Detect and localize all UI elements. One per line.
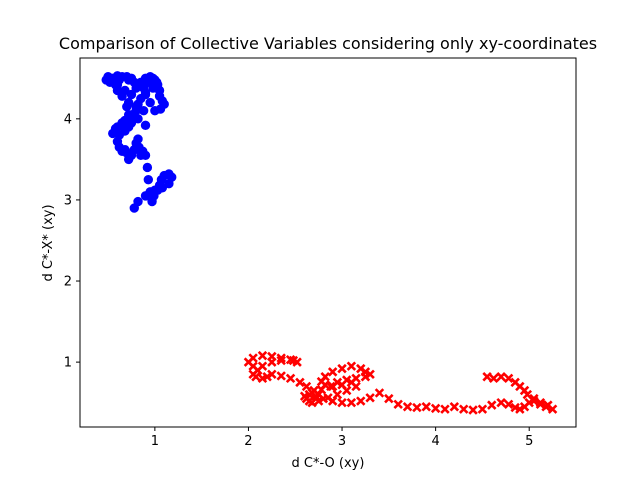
- data-point: [356, 396, 366, 406]
- x-axis: 1 2 3 4 5: [151, 427, 533, 449]
- data-point: [449, 402, 460, 412]
- data-point: [267, 357, 277, 367]
- data-point: [311, 391, 321, 401]
- y-axis: 1 2 3 4: [64, 112, 80, 371]
- y-tick-label: 2: [64, 275, 72, 290]
- data-point: [327, 367, 338, 377]
- data-point: [487, 400, 497, 410]
- data-point: [535, 397, 546, 408]
- data-point: [327, 396, 338, 406]
- data-point: [313, 396, 324, 406]
- data-point: [412, 402, 422, 413]
- data-point: [276, 353, 286, 363]
- y-tick-label: 1: [64, 356, 72, 371]
- data-point: [337, 363, 347, 374]
- data-point: [276, 355, 286, 366]
- data-point: [430, 403, 441, 414]
- x-tick-label: 4: [431, 434, 439, 449]
- data-point: [503, 373, 514, 384]
- data-point: [346, 361, 357, 371]
- data-point: [292, 357, 302, 367]
- data-point: [346, 397, 357, 408]
- data-point: [496, 371, 506, 382]
- data-point: [515, 404, 525, 414]
- data-point: [488, 373, 499, 384]
- chart-title: Comparison of Collective Variables consi…: [59, 34, 597, 53]
- x-tick-label: 5: [525, 434, 533, 449]
- data-point: [295, 377, 305, 388]
- x-tick-label: 3: [338, 434, 346, 449]
- data-point: [496, 397, 506, 408]
- data-point: [112, 80, 123, 90]
- data-point: [543, 400, 553, 410]
- plot-frame: [79, 57, 577, 428]
- data-point: [145, 97, 155, 108]
- data-point: [374, 388, 385, 398]
- data-point: [356, 363, 366, 374]
- data-point: [285, 354, 296, 365]
- x-axis-label: d C*-O (xy): [292, 456, 365, 471]
- data-point: [341, 385, 352, 396]
- y-tick-label: 3: [64, 193, 72, 208]
- data-point: [304, 389, 315, 400]
- data-point: [477, 404, 488, 414]
- data-point: [529, 396, 539, 406]
- data-point: [123, 110, 134, 120]
- data-point: [529, 393, 539, 404]
- data-point: [257, 350, 268, 361]
- data-point: [148, 83, 158, 93]
- data-point: [285, 373, 296, 384]
- data-point: [147, 196, 157, 207]
- data-point: [327, 381, 338, 392]
- x-tick-label: 1: [151, 434, 159, 449]
- data-point: [468, 405, 478, 415]
- data-point: [133, 196, 143, 207]
- data-point: [150, 106, 160, 116]
- x-tick-label: 2: [244, 434, 252, 449]
- data-point: [145, 187, 155, 197]
- data-point: [320, 380, 330, 390]
- data-point: [142, 162, 153, 173]
- data-point: [126, 118, 137, 128]
- data-point: [365, 393, 375, 403]
- y-axis-label: d C*-X* (xy): [41, 204, 56, 281]
- data-point: [122, 101, 132, 112]
- data-point: [393, 399, 403, 410]
- data-point: [365, 369, 375, 380]
- data-point: [126, 89, 137, 100]
- data-point: [112, 122, 123, 132]
- series-0: [101, 71, 177, 213]
- plot-area: [101, 71, 558, 415]
- data-point: [262, 371, 272, 382]
- data-point: [510, 377, 520, 388]
- data-point: [440, 404, 450, 414]
- data-point: [337, 397, 347, 408]
- data-point: [384, 393, 394, 404]
- data-point: [108, 128, 118, 139]
- data-point: [251, 371, 261, 382]
- data-point: [276, 371, 286, 381]
- data-point: [402, 402, 413, 412]
- data-point: [267, 369, 277, 380]
- y-tick-label: 4: [64, 112, 72, 127]
- data-point: [248, 353, 258, 363]
- data-point: [351, 381, 361, 392]
- data-point: [318, 393, 329, 404]
- data-point: [458, 404, 469, 414]
- data-point: [503, 399, 514, 410]
- data-point: [421, 402, 431, 412]
- data-point: [140, 120, 151, 131]
- data-point: [482, 371, 492, 382]
- series-1: [243, 350, 558, 415]
- data-point: [143, 174, 154, 185]
